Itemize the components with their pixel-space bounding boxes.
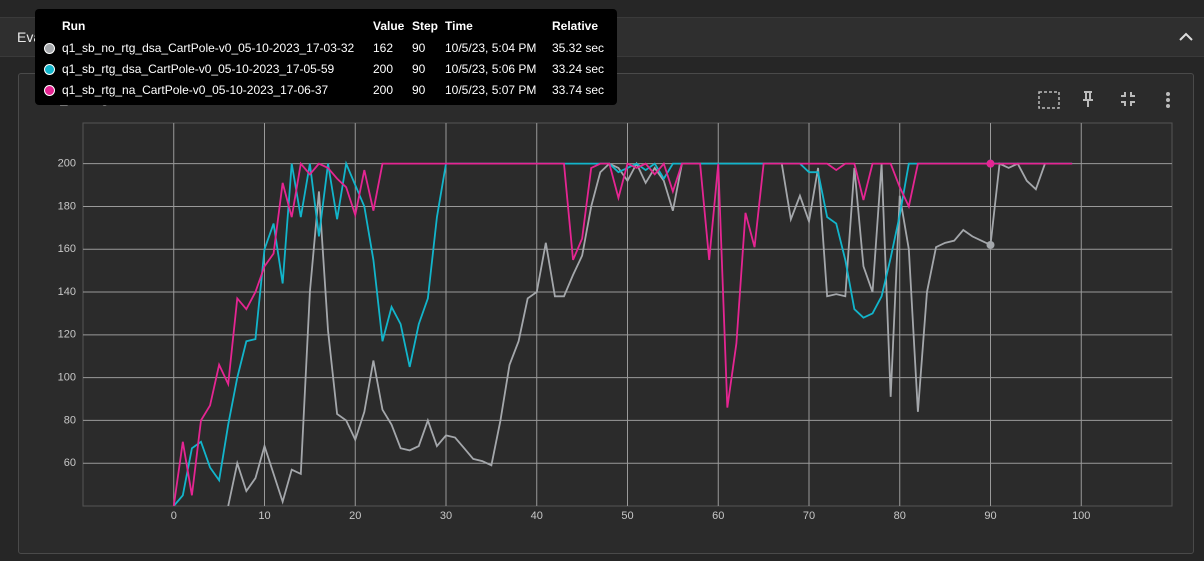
pin-icon[interactable] (1081, 90, 1095, 108)
x-tick-label: 20 (349, 510, 361, 522)
axis-labels: 60 80 100 120 140 160 180 200 0 10 20 30 40 50 60 70 80 9… (58, 158, 1091, 522)
run-color (44, 43, 55, 54)
column-header: Run (62, 19, 86, 33)
fullscreen-icon[interactable] (1120, 91, 1136, 107)
hover-marker (986, 240, 995, 249)
menu-icon[interactable] (1164, 91, 1172, 109)
series-line (172, 161, 1073, 506)
collapse-icon[interactable] (1178, 30, 1194, 44)
run-step: 90 (412, 83, 426, 97)
run-value: 162 (373, 41, 394, 55)
run-color (44, 85, 55, 96)
run-name: q1_sb_rtg_dsa_CartPole-v0_05-10-2023_17-… (62, 62, 335, 76)
run-name: q1_sb_no_rtg_dsa_CartPole-v0_05-10-2023_… (62, 41, 355, 55)
run-value: 200 (373, 83, 394, 97)
run-relative: 33.74 sec (552, 83, 605, 97)
run-relative: 35.32 sec (552, 41, 605, 55)
x-tick-label: 60 (712, 510, 724, 522)
run-name: q1_sb_rtg_na_CartPole-v0_05-10-2023_17-0… (62, 83, 329, 97)
y-tick-label: 160 (58, 243, 76, 255)
y-tick-label: 200 (58, 158, 76, 170)
y-tick-label: 60 (64, 457, 76, 469)
run-relative: 33.24 sec (552, 62, 605, 76)
fit-icon[interactable] (1038, 91, 1060, 109)
x-tick-label: 80 (894, 510, 906, 522)
y-tick-label: 80 (64, 414, 76, 426)
x-tick-label: 30 (440, 510, 452, 522)
x-tick-label: 90 (984, 510, 996, 522)
run-value: 200 (373, 62, 394, 76)
x-tick-label: 70 (803, 510, 815, 522)
column-header: Relative (552, 19, 599, 33)
run-time: 10/5/23, 5:04 PM (445, 41, 537, 55)
run-time: 10/5/23, 5:06 PM (445, 62, 537, 76)
run-step: 90 (412, 62, 426, 76)
run-color (44, 64, 55, 75)
hover-marker (986, 159, 995, 168)
column-header: Step (412, 19, 439, 33)
x-tick-label: 50 (621, 510, 633, 522)
run-step: 90 (412, 41, 426, 55)
tooltip: Run Value Step Time Relative q1_sb_no_rtg_dsa… (35, 9, 617, 105)
x-tick-label: 10 (258, 510, 270, 522)
y-tick-label: 140 (58, 286, 76, 298)
column-header: Value (373, 19, 405, 33)
x-tick-label: 0 (171, 510, 177, 522)
y-tick-label: 180 (58, 200, 76, 212)
column-header: Time (445, 19, 473, 33)
plot-lines (172, 159, 1073, 506)
x-tick-label: 40 (531, 510, 543, 522)
y-tick-label: 120 (58, 329, 76, 341)
run-time: 10/5/23, 5:07 PM (445, 83, 537, 97)
y-tick-label: 100 (58, 372, 76, 384)
x-tick-label: 100 (1072, 510, 1090, 522)
